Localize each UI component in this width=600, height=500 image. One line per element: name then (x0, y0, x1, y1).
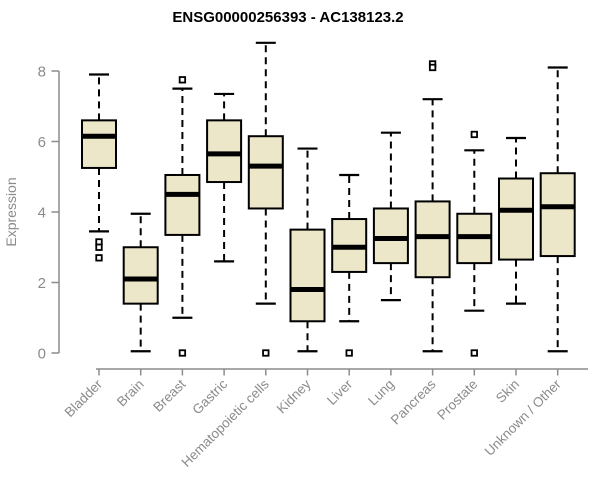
x-tick-label: Breast (150, 376, 188, 414)
y-tick-label: 4 (38, 205, 46, 222)
outlier-point (95, 254, 103, 262)
iqr-box (122, 246, 159, 305)
box-group (247, 41, 284, 357)
box-group (539, 66, 576, 353)
x-tick-label: Skin (493, 377, 522, 406)
x-tick-label: Gastric (189, 376, 230, 417)
outlier-point (178, 349, 187, 357)
iqr-box (81, 119, 117, 169)
iqr-box (372, 207, 409, 265)
box-group (206, 92, 243, 263)
x-tick-label: Brain (114, 377, 147, 410)
iqr-box (498, 177, 534, 261)
outlier-point (95, 243, 103, 251)
iqr-box (539, 172, 576, 258)
outlier-point (470, 349, 478, 357)
y-tick-label: 8 (38, 64, 46, 81)
y-tick-label: 2 (38, 275, 46, 292)
box-group (372, 131, 409, 302)
y-axis-label: Expression (3, 177, 19, 246)
chart-title: ENSG00000256393 - AC138123.2 (172, 9, 403, 26)
x-tick-label: Unknown / Other (482, 376, 565, 459)
box-series (81, 41, 576, 357)
x-tick-label: Pancreas (388, 376, 439, 427)
y-tick-label: 6 (38, 134, 46, 151)
iqr-box (414, 200, 451, 279)
outlier-point (470, 130, 478, 139)
box-group (122, 212, 159, 353)
box-group (331, 173, 368, 357)
x-tick-label: Kidney (274, 376, 314, 416)
y-tick-label: 0 (38, 346, 46, 363)
outlier-point (262, 349, 270, 357)
x-tick-label: Liver (324, 376, 356, 408)
iqr-box (206, 119, 243, 184)
outlier-point (428, 63, 437, 72)
box-group (81, 73, 117, 262)
box-group (289, 147, 326, 353)
outlier-point (178, 76, 187, 84)
iqr-box (289, 228, 326, 323)
box-group (456, 130, 493, 357)
iqr-box (247, 135, 284, 210)
box-group (164, 76, 201, 357)
box-group (498, 136, 534, 305)
box-group (414, 60, 451, 353)
iqr-box (164, 173, 201, 236)
outlier-point (345, 349, 353, 357)
x-tick-label: Prostate (434, 377, 480, 423)
y-axis: 0 2 4 6 8 (38, 64, 60, 363)
x-tick-label: Bladder (62, 376, 106, 420)
x-tick-label: Lung (365, 377, 397, 409)
